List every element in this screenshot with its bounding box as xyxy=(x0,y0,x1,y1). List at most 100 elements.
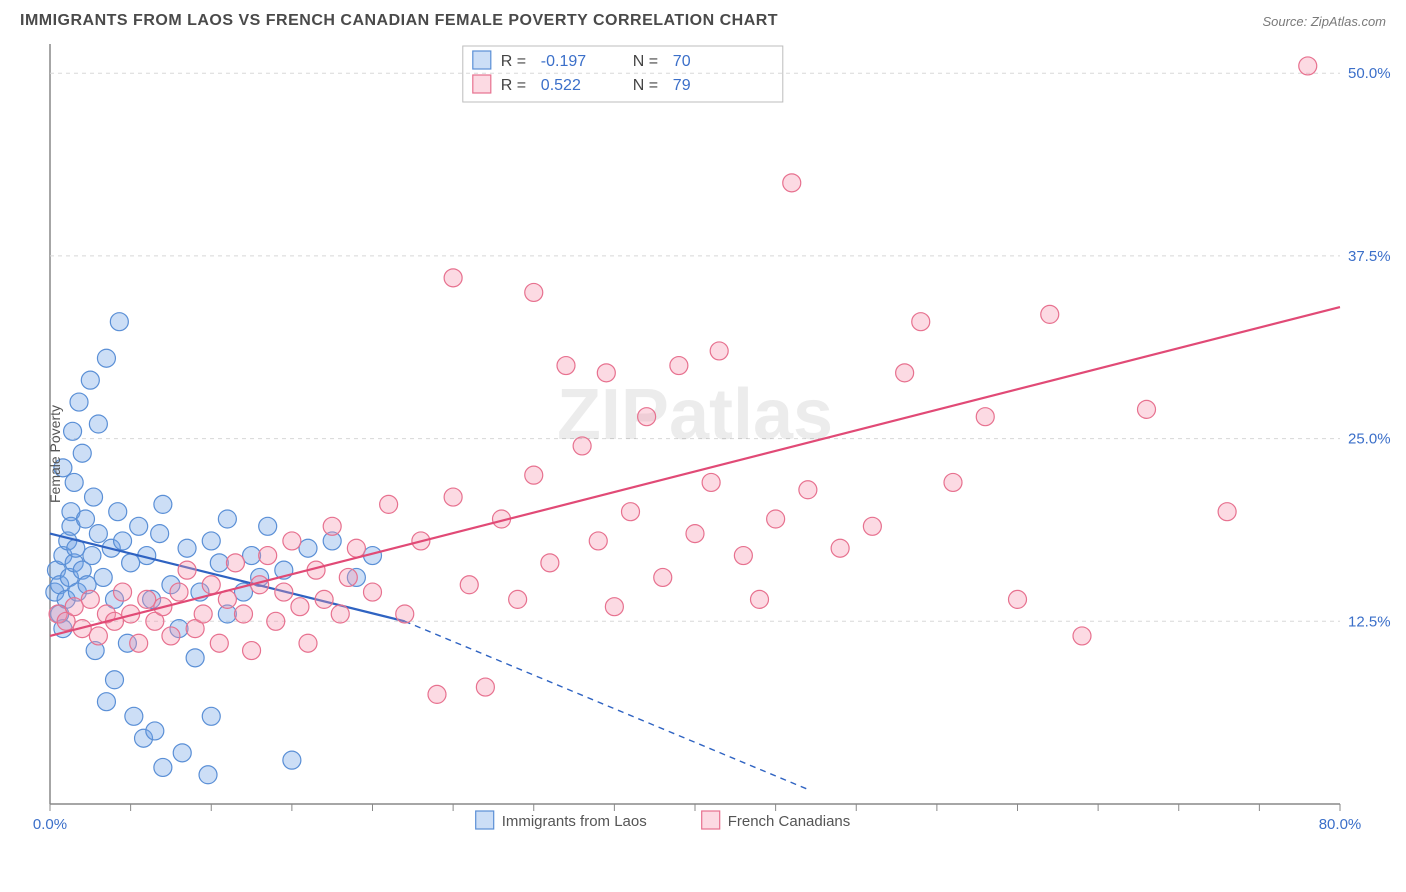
scatter-point xyxy=(976,408,994,426)
scatter-point xyxy=(275,583,293,601)
scatter-point xyxy=(151,525,169,543)
scatter-point xyxy=(831,539,849,557)
scatter-point xyxy=(364,583,382,601)
watermark: ZIPatlas xyxy=(557,375,833,455)
y-tick-label: 50.0% xyxy=(1348,65,1391,82)
regression-extrapolation xyxy=(405,621,808,789)
scatter-point xyxy=(863,517,881,535)
legend-r-value: 0.522 xyxy=(541,77,581,94)
scatter-point xyxy=(64,422,82,440)
scatter-point xyxy=(702,473,720,491)
scatter-point xyxy=(347,539,365,557)
scatter-point xyxy=(199,766,217,784)
legend-n-label: N = xyxy=(633,77,658,94)
scatter-point xyxy=(589,532,607,550)
scatter-point xyxy=(114,532,132,550)
x-tick-label: 0.0% xyxy=(33,816,67,833)
scatter-point xyxy=(460,576,478,594)
scatter-point xyxy=(202,576,220,594)
x-tick-label: 80.0% xyxy=(1319,816,1362,833)
scatter-point xyxy=(710,342,728,360)
scatter-point xyxy=(283,751,301,769)
scatter-point xyxy=(110,313,128,331)
y-tick-label: 37.5% xyxy=(1348,248,1391,265)
scatter-point xyxy=(65,473,83,491)
scatter-point xyxy=(339,568,357,586)
scatter-point xyxy=(210,634,228,652)
scatter-point xyxy=(1138,400,1156,418)
scatter-point xyxy=(259,517,277,535)
scatter-point xyxy=(638,408,656,426)
scatter-point xyxy=(557,357,575,375)
scatter-point xyxy=(428,685,446,703)
scatter-point xyxy=(476,678,494,696)
scatter-point xyxy=(243,642,261,660)
scatter-point xyxy=(106,671,124,689)
scatter-point xyxy=(444,488,462,506)
legend-swatch xyxy=(476,811,494,829)
chart-header: IMMIGRANTS FROM LAOS VS FRENCH CANADIAN … xyxy=(0,0,1406,34)
scatter-point xyxy=(944,473,962,491)
scatter-point xyxy=(178,539,196,557)
y-tick-label: 12.5% xyxy=(1348,613,1391,630)
scatter-point xyxy=(125,707,143,725)
legend-series-label: Immigrants from Laos xyxy=(502,813,647,830)
scatter-point xyxy=(162,627,180,645)
scatter-point xyxy=(622,503,640,521)
legend-swatch xyxy=(473,75,491,93)
scatter-point xyxy=(138,590,156,608)
scatter-point xyxy=(396,605,414,623)
scatter-point xyxy=(299,539,317,557)
scatter-point xyxy=(654,568,672,586)
scatter-point xyxy=(89,627,107,645)
legend-series-label: French Canadians xyxy=(728,813,851,830)
scatter-point xyxy=(315,590,333,608)
scatter-chart: 12.5%25.0%37.5%50.0%0.0%80.0%ZIPatlasR =… xyxy=(0,34,1406,874)
scatter-point xyxy=(1299,57,1317,75)
legend-r-label: R = xyxy=(501,77,526,94)
scatter-point xyxy=(83,547,101,565)
scatter-point xyxy=(1041,305,1059,323)
legend-swatch xyxy=(473,51,491,69)
scatter-point xyxy=(114,583,132,601)
scatter-point xyxy=(173,744,191,762)
scatter-point xyxy=(299,634,317,652)
scatter-point xyxy=(751,590,769,608)
scatter-point xyxy=(130,634,148,652)
scatter-point xyxy=(186,649,204,667)
scatter-point xyxy=(202,532,220,550)
scatter-point xyxy=(1073,627,1091,645)
scatter-point xyxy=(509,590,527,608)
scatter-point xyxy=(380,495,398,513)
scatter-point xyxy=(210,554,228,572)
legend-n-value: 70 xyxy=(673,53,691,70)
scatter-point xyxy=(70,393,88,411)
legend-r-label: R = xyxy=(501,53,526,70)
scatter-point xyxy=(1218,503,1236,521)
scatter-point xyxy=(331,605,349,623)
scatter-point xyxy=(243,547,261,565)
scatter-point xyxy=(541,554,559,572)
scatter-point xyxy=(912,313,930,331)
legend-n-label: N = xyxy=(633,53,658,70)
scatter-point xyxy=(259,547,277,565)
scatter-point xyxy=(226,554,244,572)
scatter-point xyxy=(670,357,688,375)
scatter-point xyxy=(170,583,188,601)
scatter-point xyxy=(605,598,623,616)
scatter-point xyxy=(94,568,112,586)
legend-r-value: -0.197 xyxy=(541,53,586,70)
scatter-point xyxy=(154,758,172,776)
scatter-point xyxy=(235,605,253,623)
scatter-point xyxy=(109,503,127,521)
scatter-point xyxy=(97,349,115,367)
scatter-point xyxy=(81,590,99,608)
scatter-point xyxy=(783,174,801,192)
chart-title: IMMIGRANTS FROM LAOS VS FRENCH CANADIAN … xyxy=(20,12,778,30)
scatter-point xyxy=(734,547,752,565)
scatter-point xyxy=(267,612,285,630)
chart-container: Female Poverty 12.5%25.0%37.5%50.0%0.0%8… xyxy=(0,34,1406,874)
scatter-point xyxy=(202,707,220,725)
chart-source: Source: ZipAtlas.com xyxy=(1262,14,1386,29)
scatter-point xyxy=(218,510,236,528)
